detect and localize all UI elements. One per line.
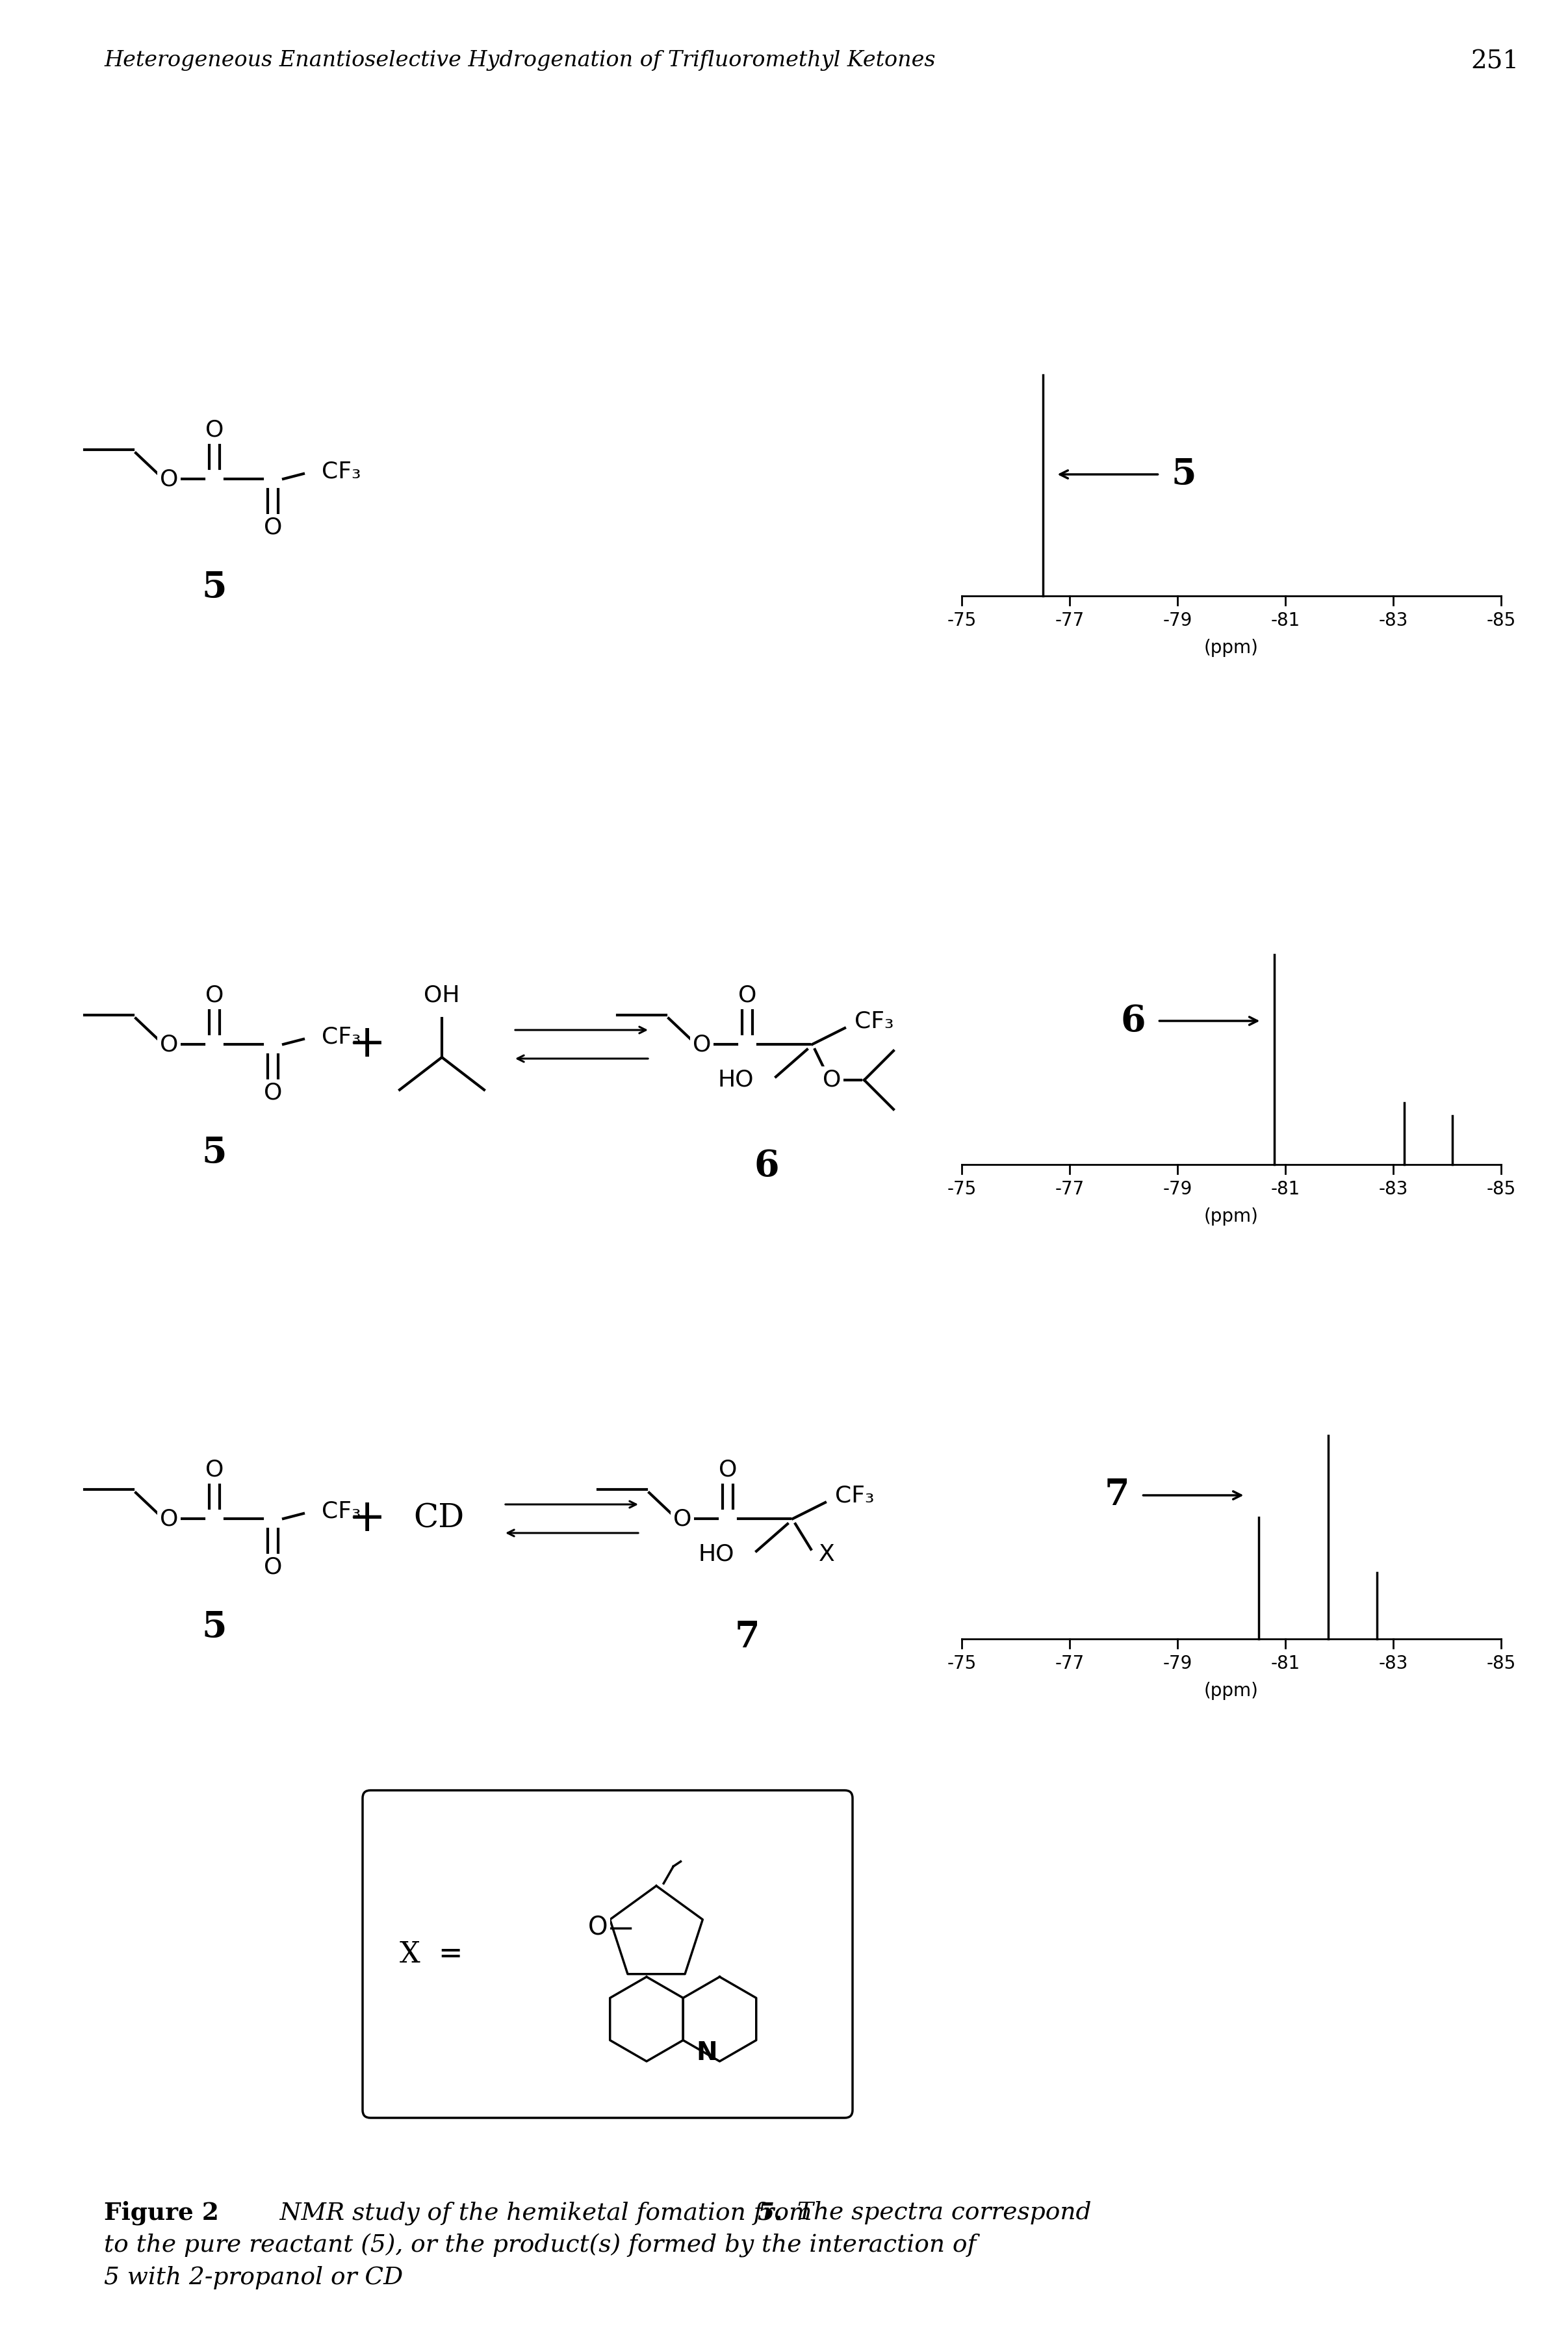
Text: -79: -79 [1163,612,1192,631]
Text: -77: -77 [1055,1655,1085,1674]
Text: Figure 2: Figure 2 [103,2201,220,2224]
FancyBboxPatch shape [362,1791,853,2119]
Text: -79: -79 [1163,1655,1192,1674]
Text: HO: HO [718,1069,754,1090]
Text: 5.: 5. [757,2201,782,2224]
Text: 251: 251 [1471,49,1519,75]
Text: -81: -81 [1270,1655,1300,1674]
Text: CF₃: CF₃ [855,1010,894,1034]
Text: -77: -77 [1055,612,1085,631]
Text: -83: -83 [1378,1179,1408,1198]
Text: -75: -75 [947,1655,977,1674]
Text: (ppm): (ppm) [1204,1681,1259,1699]
Text: Heterogeneous Enantioselective Hydrogenation of Trifluoromethyl Ketones: Heterogeneous Enantioselective Hydrogena… [103,49,936,70]
Text: -81: -81 [1270,1179,1300,1198]
Text: O: O [588,1915,608,1941]
Text: CF₃: CF₃ [321,1024,361,1048]
Text: -77: -77 [1055,1179,1085,1198]
Text: O: O [263,516,282,539]
Text: CD: CD [414,1503,464,1535]
Text: -75: -75 [947,612,977,631]
Text: HO: HO [698,1542,734,1566]
Text: -81: -81 [1270,612,1300,631]
Text: O: O [263,1556,282,1578]
Text: -85: -85 [1486,1179,1516,1198]
Text: -83: -83 [1378,612,1408,631]
Text: 6: 6 [1121,1003,1146,1038]
Text: O: O [718,1458,737,1481]
Text: 5 with 2-propanol or CD: 5 with 2-propanol or CD [103,2267,403,2290]
Text: 5: 5 [202,1134,227,1172]
Text: -79: -79 [1163,1179,1192,1198]
Text: NMR study of the hemiketal fomation from: NMR study of the hemiketal fomation from [257,2201,820,2224]
Text: +: + [348,1498,386,1540]
Text: O: O [160,1034,179,1055]
Text: -85: -85 [1486,612,1516,631]
Text: CF₃: CF₃ [321,459,361,483]
Text: 5: 5 [1171,457,1196,492]
Text: -75: -75 [947,1179,977,1198]
Text: -85: -85 [1486,1655,1516,1674]
Text: The spectra correspond: The spectra correspond [790,2201,1091,2224]
Text: 5: 5 [202,1610,227,1645]
Text: CF₃: CF₃ [321,1500,361,1521]
Text: +: + [348,1022,386,1067]
Text: N: N [696,2042,717,2065]
Text: O: O [205,420,224,441]
Text: 7: 7 [1104,1477,1129,1514]
Text: O: O [673,1507,691,1531]
Text: X: X [818,1542,834,1566]
Text: O: O [263,1083,282,1104]
Text: O: O [160,469,179,490]
Text: O: O [205,984,224,1006]
Text: OH: OH [423,984,459,1006]
Text: O: O [739,984,756,1006]
Text: to the pure reactant (5), or the product(s) formed by the interaction of: to the pure reactant (5), or the product… [103,2234,977,2257]
Text: 6: 6 [754,1149,779,1184]
Text: O: O [823,1069,840,1090]
Text: 5: 5 [202,570,227,605]
Text: -83: -83 [1378,1655,1408,1674]
Text: X  =: X = [400,1941,463,1969]
Text: 7: 7 [735,1620,760,1655]
Text: O: O [693,1034,710,1055]
Text: (ppm): (ppm) [1204,1207,1259,1226]
Text: O: O [205,1458,224,1481]
Text: O: O [160,1507,179,1531]
Text: (ppm): (ppm) [1204,640,1259,656]
Text: CF₃: CF₃ [836,1484,875,1507]
